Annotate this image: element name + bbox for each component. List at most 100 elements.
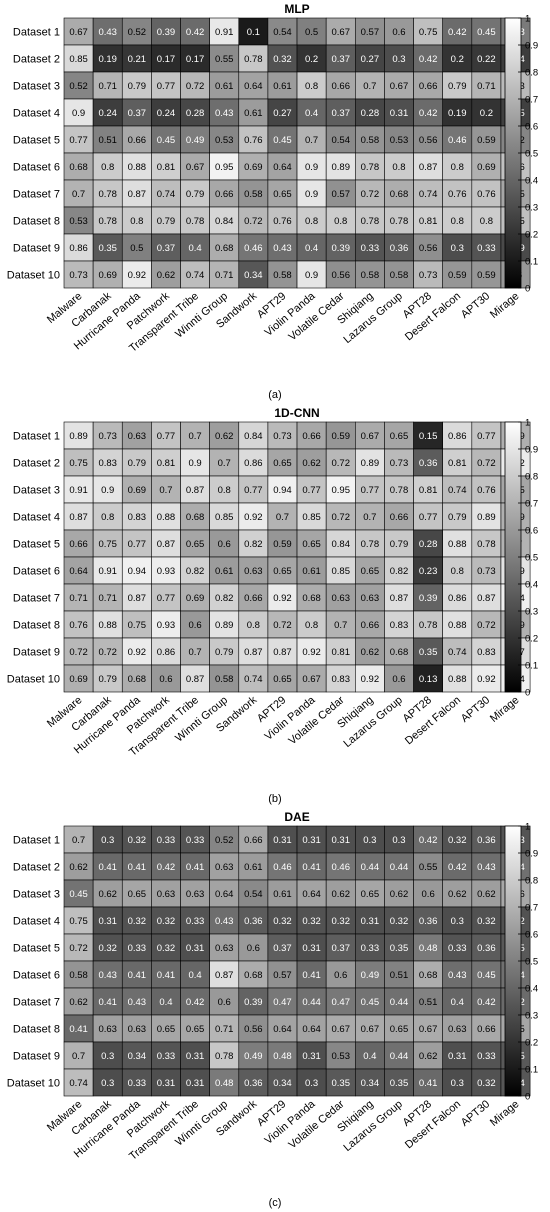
heatmap-cell: [238, 583, 269, 612]
heatmap-cell: [442, 610, 473, 639]
data-label: 0.54: [331, 135, 350, 146]
heatmap-cell: [238, 502, 269, 531]
data-label: 0.65: [273, 566, 292, 577]
data-label: 0.72: [69, 647, 88, 658]
heatmap-cell: [384, 44, 414, 73]
heatmap-cell: [209, 1068, 240, 1097]
heatmap-cell: [209, 664, 240, 693]
data-label: 0.34: [273, 1078, 292, 1089]
heatmap-cell: [296, 529, 327, 558]
heatmap-cell: [325, 44, 356, 73]
data-label: 0.41: [98, 997, 117, 1008]
heatmap-cell: [121, 502, 152, 531]
data-label: 0.72: [331, 458, 350, 469]
data-label: 0.23: [419, 566, 438, 577]
data-label: 0.32: [477, 916, 496, 927]
data-label: 0.33: [128, 1078, 147, 1089]
data-label: 0.68: [215, 243, 234, 254]
data-label: 0.95: [331, 485, 350, 496]
heatmap-cell: [384, 475, 414, 504]
heatmap-cell: [180, 44, 210, 73]
data-label: 0.45: [273, 135, 292, 146]
data-label: 0.87: [215, 970, 234, 981]
colorbar-tick-label: 0.5: [525, 957, 538, 968]
data-label: 0.86: [69, 243, 88, 254]
heatmap-cell: [238, 637, 269, 666]
data-label: 0.35: [98, 243, 117, 254]
data-label: 0.68: [186, 512, 205, 523]
heatmap-cell: [63, 125, 94, 154]
data-label: 0.92: [273, 593, 292, 604]
data-label: 0.31: [331, 835, 350, 846]
data-label: 0.61: [215, 81, 234, 92]
data-label: 0.65: [390, 1024, 409, 1035]
data-label: 0.58: [244, 189, 263, 200]
heatmap-cell: [325, 260, 356, 289]
heatmap-cell: [296, 502, 327, 531]
data-label: 0.78: [244, 54, 263, 65]
data-label: 0.64: [244, 81, 263, 92]
data-label: 0.63: [157, 889, 176, 900]
data-label: 0.75: [69, 458, 88, 469]
data-label: 0.31: [273, 835, 292, 846]
data-label: 0.82: [186, 566, 205, 577]
heatmap-cell: [413, 206, 443, 235]
data-label: 0.86: [157, 647, 176, 658]
data-label: 0.68: [128, 674, 147, 685]
data-label: 0.85: [69, 54, 88, 65]
data-label: 0.87: [128, 189, 147, 200]
data-label: 0.32: [331, 916, 350, 927]
data-label: 0.83: [128, 512, 147, 523]
data-label: 0.79: [390, 539, 409, 550]
data-label: 0.92: [302, 647, 321, 658]
heatmap-cell: [180, 152, 210, 181]
heatmap-cell: [384, 1014, 414, 1043]
data-label: 0.36: [477, 943, 496, 954]
data-label: 0.74: [186, 270, 205, 281]
data-label: 0.61: [244, 862, 263, 873]
heatmap-cell: [471, 206, 502, 235]
heatmap-cell: [121, 933, 152, 962]
heatmap-cell: [442, 71, 473, 100]
row-label: Dataset 7: [13, 593, 60, 605]
panel-caption: (c): [269, 1197, 282, 1209]
data-label: 0.32: [157, 916, 176, 927]
data-label: 0.88: [448, 620, 467, 631]
data-label: 0.39: [331, 243, 350, 254]
row-label: Dataset 2: [13, 458, 60, 470]
data-label: 0.65: [273, 189, 292, 200]
data-label: 0.71: [98, 593, 117, 604]
heatmap-cell: [442, 233, 473, 262]
data-label: 0.32: [128, 916, 147, 927]
row-label: Dataset 5: [13, 135, 60, 147]
data-label: 0.85: [331, 566, 350, 577]
row-label: Dataset 6: [13, 970, 60, 982]
heatmap-cell: [92, 825, 123, 854]
heatmap-cell: [121, 987, 152, 1016]
heatmap-cell: [63, 610, 94, 639]
data-label: 0.54: [244, 889, 263, 900]
heatmap-cell: [92, 502, 123, 531]
data-label: 0.93: [157, 620, 176, 631]
heatmap-cell: [267, 1068, 298, 1097]
heatmap-cell: [63, 448, 94, 477]
heatmap-cell: [209, 260, 240, 289]
heatmap-cell: [296, 825, 327, 854]
heatmap-cell: [238, 987, 269, 1016]
data-label: 0.55: [419, 862, 438, 873]
heatmap-cell: [92, 475, 123, 504]
data-label: 0.72: [477, 620, 496, 631]
data-label: 0.35: [419, 647, 438, 658]
data-label: 0.87: [186, 674, 205, 685]
data-label: 0.8: [218, 485, 231, 496]
data-label: 0.33: [361, 943, 380, 954]
heatmap-cell: [442, 583, 473, 612]
data-label: 0.78: [215, 1051, 234, 1062]
colorbar-tick-label: 0.1: [525, 661, 538, 672]
data-label: 0.59: [477, 135, 496, 146]
heatmap-cell: [325, 852, 356, 881]
data-label: 0.34: [361, 1078, 380, 1089]
data-label: 0.4: [159, 997, 172, 1008]
heatmap-cell: [92, 960, 123, 989]
data-label: 0.37: [157, 243, 176, 254]
